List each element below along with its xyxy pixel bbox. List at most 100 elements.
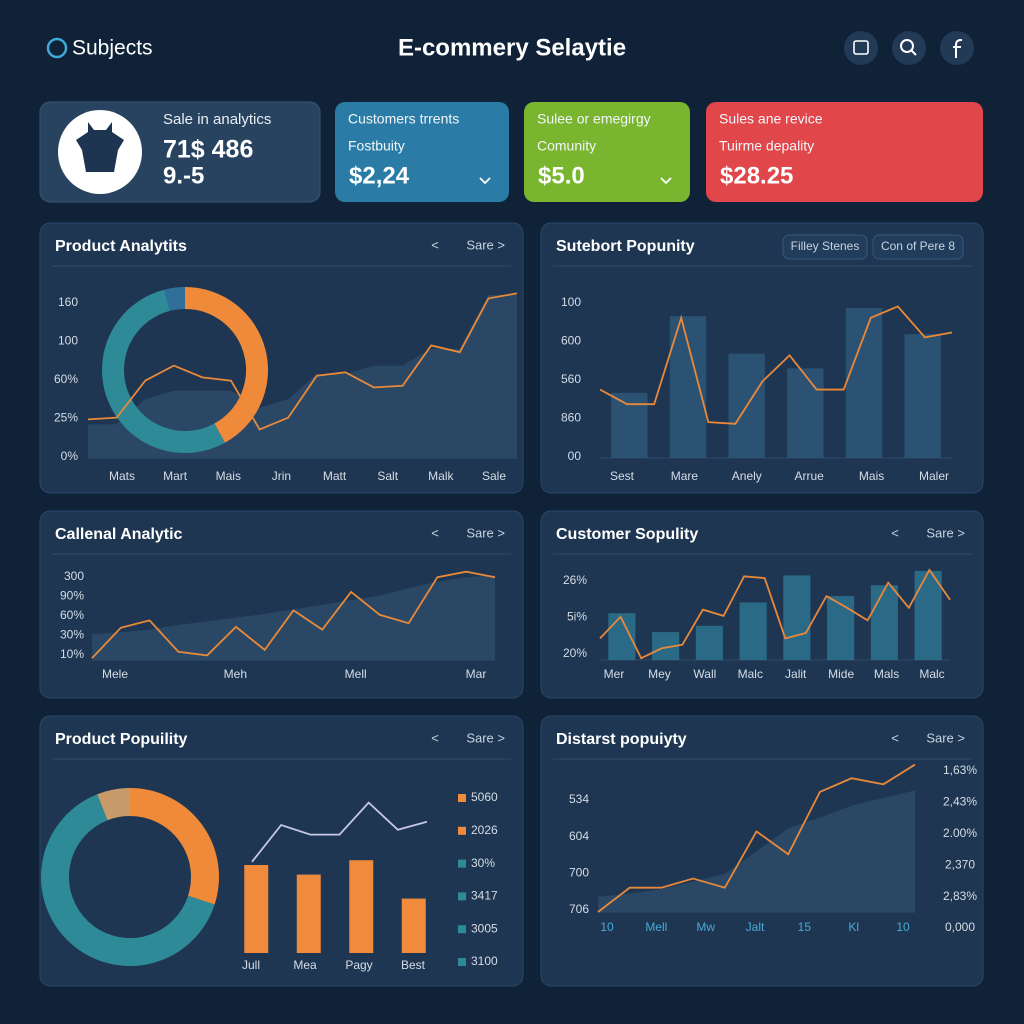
x-label: Pagy (345, 958, 372, 972)
y2-label: 2.00% (943, 826, 977, 840)
nav-next[interactable]: Sare > (926, 730, 965, 745)
nav-prev[interactable]: < (431, 237, 439, 252)
nav-prev[interactable]: < (431, 730, 439, 745)
x-label: Mele (102, 667, 128, 681)
logo-icon (46, 37, 68, 59)
x-label: Anely (732, 469, 762, 483)
kpi-title: Customers trrents (348, 111, 459, 127)
y2-label: 1,63% (943, 763, 977, 777)
legend-swatch (458, 794, 466, 802)
kpi-value: $2,24 (349, 162, 410, 189)
x-label: Mer (604, 667, 625, 681)
y-label: 90% (60, 589, 84, 603)
kpi-sub: 9.-5 (163, 162, 204, 189)
bar (870, 585, 898, 660)
y-label: 604 (569, 829, 589, 843)
nav-next[interactable]: Sare > (926, 525, 965, 540)
search-button[interactable] (892, 31, 926, 65)
y-label: 20% (563, 646, 587, 660)
nav-prev[interactable]: < (891, 730, 899, 745)
x-label: Jalt (746, 920, 765, 934)
bar (695, 625, 723, 660)
filter-label: Con of Pere 8 (881, 239, 955, 253)
x-label: Mell (345, 667, 367, 681)
nav-prev[interactable]: < (891, 525, 899, 540)
x-label: Mare (671, 469, 699, 483)
nav-prev[interactable]: < (431, 525, 439, 540)
panel-title: Product Popuility (55, 731, 188, 748)
y-label: 600 (561, 334, 581, 348)
x-label: Best (401, 958, 426, 972)
legend-swatch (458, 859, 466, 868)
y-label: 0% (61, 449, 79, 463)
y-label: 560 (561, 372, 581, 386)
y2-label: 2,83% (943, 889, 977, 903)
legend-label: 3005 (471, 921, 498, 935)
kpi-label: Comunity (537, 138, 596, 154)
donut-segment (102, 289, 225, 453)
area (88, 295, 517, 458)
facebook-icon (953, 39, 962, 58)
x-label: Mais (859, 469, 884, 483)
kpi-title: Sulee or emegirgy (537, 111, 651, 127)
kpi-card[interactable] (706, 102, 983, 202)
y-label: 25% (54, 411, 78, 425)
calendar-button[interactable] (844, 31, 878, 65)
legend-swatch (458, 958, 466, 966)
bar (611, 392, 648, 458)
y-label: 26% (563, 573, 587, 587)
y-label: 706 (569, 902, 589, 916)
kpi-title: Sules ane revice (719, 111, 823, 127)
y-label: 60% (54, 372, 78, 386)
x-label: Jrin (272, 469, 291, 483)
x-label: Mais (216, 469, 241, 483)
logo[interactable]: Subjects (72, 37, 153, 60)
kpi-card[interactable] (335, 102, 509, 202)
donut-segment (184, 287, 268, 443)
nav-next[interactable]: Sare > (466, 730, 505, 745)
app-title: E-commery Selaytie (398, 34, 626, 61)
legend-swatch (458, 826, 466, 835)
bar (244, 865, 269, 953)
area (598, 790, 915, 912)
x-label: Mide (828, 667, 854, 681)
panel-title: Product Analytits (55, 238, 187, 255)
line (599, 305, 953, 425)
search-icon-handle (910, 49, 917, 56)
nav-next[interactable]: Sare > (466, 237, 505, 252)
y2-label: 0,000 (945, 920, 975, 934)
x-label: Kl (848, 920, 859, 934)
legend-label: 3100 (471, 954, 498, 968)
filter-button[interactable] (872, 234, 964, 260)
x-label: Mals (874, 667, 899, 681)
bar (349, 860, 374, 953)
kpi-card[interactable] (524, 102, 690, 202)
x-label: Mell (645, 920, 667, 934)
line (599, 568, 951, 660)
area (92, 575, 495, 660)
x-label: Arrue (795, 469, 825, 483)
filter-button[interactable] (782, 234, 868, 260)
bar (845, 308, 883, 458)
x-label: Jull (242, 958, 260, 972)
x-label: Mw (696, 920, 715, 934)
x-label: Malk (428, 469, 454, 483)
y2-label: 2,370 (945, 857, 975, 871)
bar (904, 334, 941, 458)
x-label: 15 (798, 920, 812, 934)
line (597, 763, 916, 913)
search-icon (900, 39, 914, 53)
y-label: 534 (569, 792, 589, 806)
kpi-chevron (660, 177, 672, 185)
x-label: Matt (323, 469, 347, 483)
donut-segment (164, 287, 186, 311)
kpi-value: 71$ 486 (163, 136, 253, 164)
kpi-icon-shape (76, 122, 124, 172)
panel-title: Distarst popuiyty (556, 731, 687, 748)
x-label: 10 (600, 920, 614, 934)
nav-next[interactable]: Sare > (466, 525, 505, 540)
panel-title: Callenal Analytic (55, 526, 183, 543)
kpi-chevron (479, 177, 491, 185)
bar (296, 874, 321, 953)
